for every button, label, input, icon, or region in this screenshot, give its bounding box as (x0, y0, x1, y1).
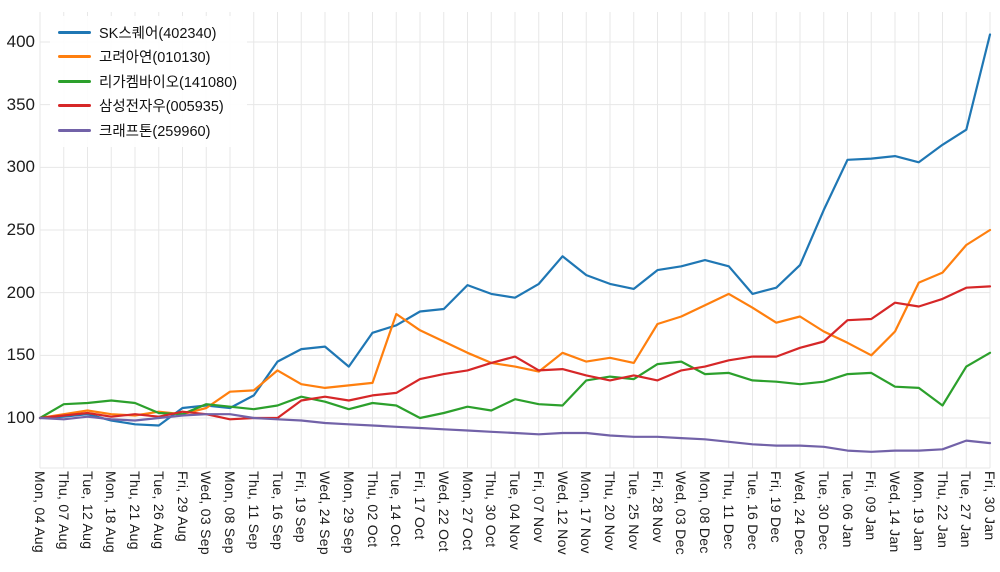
y-tick-label: 200 (6, 282, 35, 302)
x-tick-label: Mon, 08 Dec (697, 471, 713, 554)
x-tick-label: Fri, 29 Aug (174, 471, 191, 543)
x-tick-label: Thu, 11 Dec (720, 471, 737, 550)
legend-item-3[interactable]: 삼성전자우(005935) (58, 94, 237, 119)
x-tick-label: Mon, 29 Sep (340, 471, 357, 554)
x-tick-label: Tue, 27 Jan (958, 471, 975, 548)
x-tick-label: Tue, 12 Aug (79, 471, 96, 550)
x-tick-label: Tue, 06 Jan (839, 471, 856, 548)
x-tick-label: Thu, 02 Oct (364, 471, 381, 548)
x-tick-label: Wed, 14 Jan (887, 471, 903, 553)
x-tick-label: Thu, 07 Aug (55, 471, 72, 550)
x-tick-label: Fri, 19 Dec (768, 471, 785, 543)
x-tick-label: Fri, 07 Nov (530, 471, 547, 543)
legend-swatch-icon (58, 55, 91, 59)
x-tick-label: Tue, 30 Dec (815, 471, 832, 551)
legend-swatch-icon (58, 79, 91, 83)
x-tick-label: Thu, 22 Jan (934, 471, 951, 549)
x-tick-label: Wed, 12 Nov (554, 471, 571, 555)
series-line-0[interactable] (38, 33, 992, 427)
x-tick-label: Tue, 25 Nov (625, 471, 642, 551)
x-tick-label: Mon, 08 Sep (222, 471, 238, 554)
x-tick-label: Mon, 19 Jan (910, 471, 927, 552)
series-line-2[interactable] (38, 351, 992, 420)
legend-item-1[interactable]: 고려아연(010130) (58, 45, 237, 70)
x-tick-label: Tue, 16 Dec (744, 471, 761, 551)
y-tick-label: 150 (6, 345, 35, 365)
legend: SK스퀘어(402340) 고려아연(010130) 리가켐바이오(141080) 삼… (50, 16, 248, 147)
x-tick-label: Mon, 18 Aug (103, 471, 120, 553)
x-tick-label: Wed, 24 Sep (317, 471, 333, 555)
x-tick-label: Tue, 14 Oct (388, 471, 405, 547)
x-tick-label: Mon, 17 Nov (578, 471, 595, 554)
x-tick-label: Thu, 11 Sep (245, 471, 262, 550)
x-tick-label: Fri, 28 Nov (649, 471, 666, 543)
legend-label: 삼성전자우(005935) (99, 99, 224, 116)
legend-swatch-icon (58, 128, 91, 132)
x-tick-label: Thu, 20 Nov (602, 471, 618, 551)
series-line-4[interactable] (38, 413, 992, 453)
legend-swatch-icon (58, 104, 91, 108)
x-tick-label: Wed, 03 Dec (673, 471, 690, 555)
x-tick-label: Mon, 04 Aug (32, 471, 48, 553)
x-tick-label: Fri, 30 Jan (982, 471, 998, 541)
legend-item-0[interactable]: SK스퀘어(402340) (58, 20, 237, 45)
x-tick-label: Tue, 04 Nov (507, 471, 523, 551)
legend-label: 크래프톤(259960) (99, 123, 211, 140)
x-tick-label: Fri, 19 Sep (293, 471, 310, 543)
legend-label: 고려아연(010130) (99, 50, 211, 67)
y-tick-label: 400 (6, 32, 35, 51)
y-tick-label: 250 (6, 220, 35, 239)
legend-swatch-icon (58, 30, 91, 34)
x-tick-label: Thu, 30 Oct (483, 471, 500, 548)
x-tick-label: Tue, 16 Sep (269, 471, 286, 551)
x-tick-label: Fri, 09 Jan (863, 471, 880, 541)
x-tick-label: Wed, 03 Sep (198, 471, 215, 555)
x-tick-label: Wed, 22 Oct (435, 471, 452, 552)
x-tick-label: Mon, 27 Oct (459, 471, 476, 551)
series-line-3[interactable] (38, 285, 992, 421)
legend-label: SK스퀘어(402340) (99, 25, 217, 42)
x-tick-label: Wed, 24 Dec (792, 471, 808, 555)
series-lines (38, 33, 992, 453)
x-tick-label: Thu, 21 Aug (127, 471, 143, 550)
legend-label: 리가켐바이오(141080) (99, 74, 238, 91)
x-tick-label: Tue, 26 Aug (150, 471, 167, 550)
y-tick-label: 350 (6, 94, 35, 114)
legend-item-4[interactable]: 크래프톤(259960) (58, 118, 237, 143)
x-tick-label: Fri, 17 Oct (412, 471, 428, 540)
legend-item-2[interactable]: 리가켐바이오(141080) (58, 69, 237, 94)
y-tick-label: 100 (6, 408, 35, 427)
y-tick-label: 300 (6, 157, 35, 177)
